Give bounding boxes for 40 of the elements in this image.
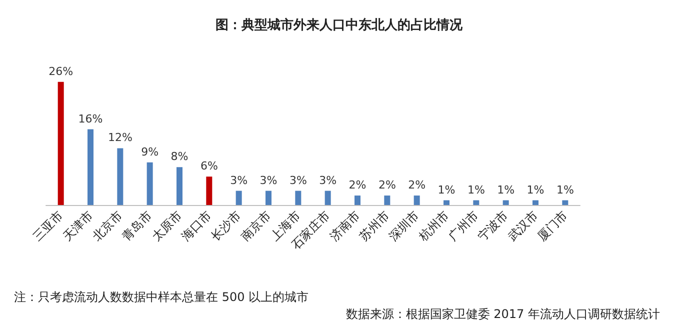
bar (444, 200, 450, 205)
source-note: 数据来源：根据国家卫健委 2017 年流动人口调研数据统计 (346, 307, 660, 321)
chart-title: 图：典型城市外来人口中东北人的占比情况 (216, 17, 464, 33)
bar (473, 200, 480, 205)
data-label: 1% (526, 183, 544, 196)
bar (354, 196, 360, 205)
data-label: 1% (467, 183, 485, 196)
bar (562, 200, 568, 205)
bar (384, 196, 390, 205)
data-label: 16% (78, 112, 103, 126)
data-label: 9% (141, 145, 159, 158)
bar (414, 196, 420, 205)
data-label: 12% (108, 131, 132, 144)
bar (502, 200, 509, 205)
bar (146, 162, 153, 205)
bar (176, 167, 182, 205)
bar (206, 176, 212, 205)
data-label: 26% (48, 64, 74, 78)
data-label: 1% (556, 183, 574, 196)
data-label: 2% (348, 178, 366, 192)
bar (324, 190, 331, 205)
text: 注：只考虑流动人数数据中样本总量在 500 以上的城市 (14, 290, 309, 304)
data-label: 3% (230, 174, 248, 187)
bar (295, 190, 302, 205)
bar (266, 190, 272, 205)
data-label: 8% (170, 150, 188, 164)
data-label: 1% (438, 183, 456, 196)
bar (88, 129, 94, 205)
data-label: 3% (289, 174, 307, 187)
data-label: 2% (378, 178, 396, 192)
bar (117, 148, 124, 205)
data-label: 6% (200, 160, 218, 173)
bar (58, 82, 64, 205)
bar (532, 200, 538, 205)
data-label: 3% (260, 174, 278, 187)
data-label: 1% (497, 183, 515, 196)
data-label: 2% (408, 178, 426, 192)
data-label: 3% (319, 174, 337, 187)
bar (236, 190, 242, 205)
x-tick-label: 南京市 (238, 208, 274, 244)
